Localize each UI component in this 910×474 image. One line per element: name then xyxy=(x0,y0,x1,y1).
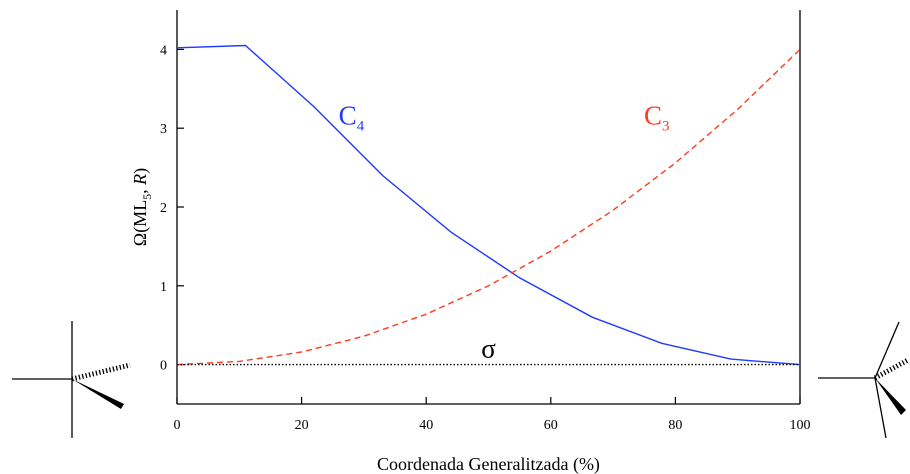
y-axis-title-suffix: ) xyxy=(130,168,151,174)
series-label-subscript: 3 xyxy=(662,118,670,134)
left-molecule-icon xyxy=(12,321,131,438)
series-label-main: σ xyxy=(481,334,496,364)
series-label-main: C xyxy=(339,100,357,130)
x-axis-title: Coordenada Generalitzada (%) xyxy=(377,454,600,474)
right-molecule-icon xyxy=(818,321,910,439)
series-label-subscript: 4 xyxy=(357,118,365,134)
x-tick-label: 40 xyxy=(419,418,433,433)
left-molecule-hashed-bond xyxy=(71,362,131,382)
series-labels: C4 C3σ xyxy=(339,100,670,363)
right-molecule-hashed-bond xyxy=(873,357,910,381)
y-tick-label: 0 xyxy=(160,359,167,374)
x-tick-label: 0 xyxy=(174,418,181,433)
y-axis-title-separator: , xyxy=(130,185,150,194)
x-tick-label: 100 xyxy=(790,418,811,433)
y-tick-label: 3 xyxy=(160,122,167,137)
left-molecule-wedge-bond xyxy=(72,379,124,409)
right-molecule-bond-upper xyxy=(874,321,900,379)
right-molecule-wedge-bond xyxy=(875,378,906,415)
x-tick-label: 80 xyxy=(668,418,682,433)
y-axis-title-subscript: 5 xyxy=(140,194,154,200)
x-tick-label: 60 xyxy=(544,418,558,433)
x-tick-label: 20 xyxy=(295,418,309,433)
y-tick-label: 4 xyxy=(160,43,167,58)
x-ticks: 0 20 40 60 80 100 xyxy=(174,397,811,433)
series-line-1 xyxy=(176,48,801,366)
y-ticks: 0 1 2 3 4 xyxy=(160,43,184,374)
series-layer xyxy=(176,44,801,366)
right-molecule-bond-lower xyxy=(874,377,887,439)
y-axis-title-variable: R xyxy=(130,174,150,186)
series-label-0: C4 xyxy=(339,100,365,134)
series-label-1: C3 xyxy=(644,100,670,134)
y-tick-label: 2 xyxy=(160,201,167,216)
series-label-2: σ xyxy=(481,334,496,364)
series-line-0 xyxy=(176,44,801,366)
y-tick-label: 1 xyxy=(160,280,167,295)
y-axis-title: Ω(ML5, R) xyxy=(130,168,154,246)
series-label-main: C xyxy=(644,100,662,130)
y-axis-title-prefix: Ω(ML xyxy=(130,200,151,246)
